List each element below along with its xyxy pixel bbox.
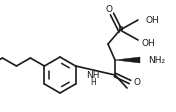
Text: OH: OH [141, 39, 155, 47]
Text: O: O [105, 4, 112, 14]
Polygon shape [115, 57, 140, 63]
Text: P: P [117, 26, 123, 34]
Text: NH: NH [87, 71, 100, 80]
Text: O: O [134, 78, 140, 86]
Text: OH: OH [146, 15, 160, 25]
Text: NH₂: NH₂ [148, 56, 165, 65]
Text: H: H [90, 78, 96, 87]
